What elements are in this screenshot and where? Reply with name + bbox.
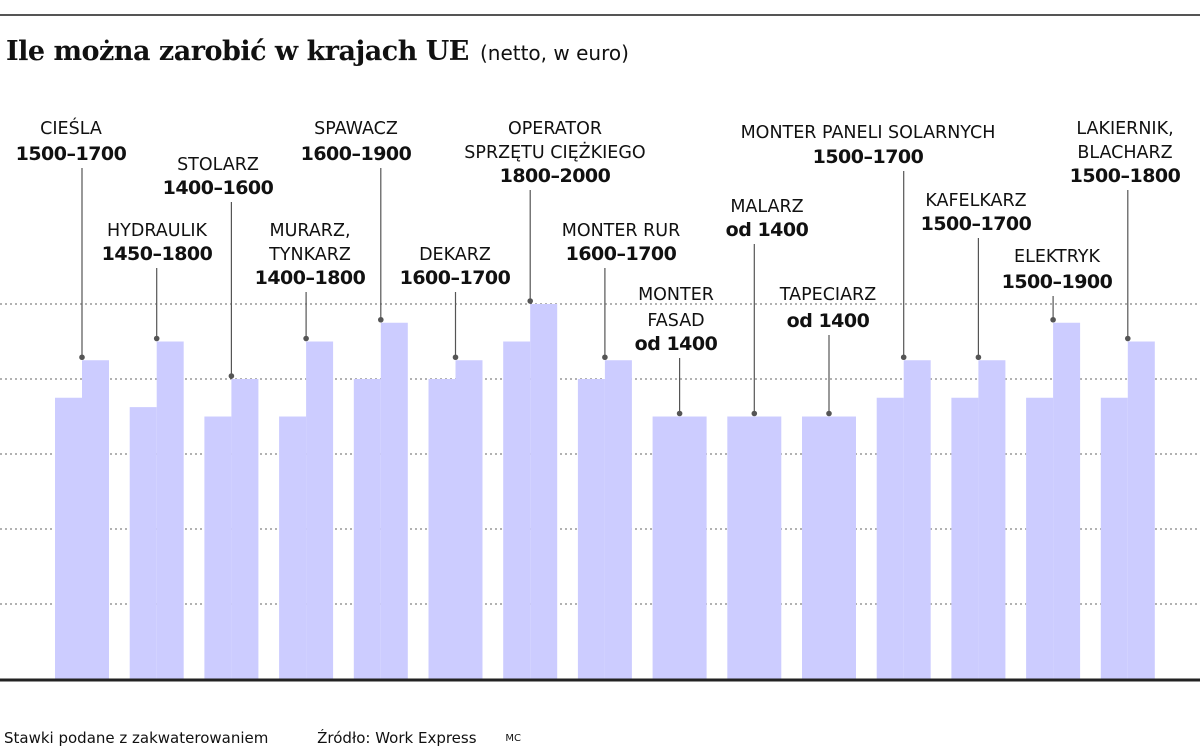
leader-dot — [378, 316, 384, 323]
bar-max — [1127, 341, 1155, 679]
category-label: STOLARZ — [177, 155, 259, 175]
leader-dot — [975, 354, 982, 361]
footer-note: Stawki podane z zakwaterowaniem — [4, 729, 269, 747]
bar-min — [1100, 397, 1128, 679]
leader-dot — [676, 410, 683, 417]
leader-dot — [826, 410, 832, 417]
leader-dot — [900, 354, 907, 361]
bar-min — [802, 416, 856, 679]
category-label: FASAD — [647, 311, 704, 331]
value-label: 1600–1700 — [400, 267, 511, 289]
category-label: MURARZ, — [269, 221, 350, 241]
value-label: od 1400 — [726, 219, 809, 241]
value-label: od 1400 — [787, 310, 870, 332]
value-label: od 1400 — [635, 333, 718, 355]
bar-min — [727, 416, 782, 679]
bar-min — [876, 397, 904, 679]
bar-min — [503, 341, 531, 679]
category-label: TAPECIARZ — [779, 285, 876, 305]
bar-min — [204, 416, 232, 679]
chart-title: Ile można zarobić w krajach UE — [6, 36, 469, 67]
footer-source: Źródło: Work Express — [317, 729, 477, 747]
category-label: MONTER RUR — [562, 221, 681, 241]
bar-min — [577, 379, 605, 679]
bar-min — [279, 416, 307, 679]
bar-max — [156, 341, 184, 679]
bar-min — [55, 397, 82, 679]
value-label: 1500–1700 — [921, 213, 1032, 235]
leader-dot — [452, 354, 459, 361]
value-label: 1400–1800 — [255, 267, 366, 289]
leader-dot — [1050, 316, 1056, 323]
footer-credit: MC — [505, 733, 521, 744]
leader-dot — [527, 298, 533, 304]
category-label: KAFELKARZ — [925, 191, 1026, 211]
bar-min — [129, 407, 157, 679]
value-label: 1800–2000 — [500, 165, 611, 187]
leader-dot — [751, 410, 758, 417]
bar-max — [306, 341, 334, 679]
bar-max — [380, 322, 408, 679]
bar-max — [455, 360, 483, 679]
bar-max — [978, 360, 1006, 679]
value-label: 1600–1900 — [301, 143, 412, 165]
category-label: ELEKTRYK — [1014, 247, 1100, 267]
category-label: MONTER PANELI SOLARNYCH — [741, 123, 996, 143]
bar-max — [82, 360, 109, 679]
bar-max — [903, 360, 931, 679]
category-label: SPAWACZ — [314, 119, 398, 139]
bar-max — [530, 304, 558, 679]
category-label: TYNKARZ — [268, 245, 351, 265]
leader-dot — [228, 373, 235, 379]
category-label: MONTER — [638, 285, 714, 305]
category-label: HYDRAULIK — [107, 221, 207, 241]
title-row: Ile można zarobić w krajach UE (netto, w… — [6, 36, 629, 67]
bar-min — [353, 379, 381, 679]
value-label: 1500–1900 — [1002, 271, 1113, 293]
category-label: DEKARZ — [419, 245, 491, 265]
value-label: 1500–1700 — [813, 146, 924, 168]
leader-dot — [79, 354, 85, 361]
category-label: SPRZĘTU CIĘŻKIEGO — [464, 142, 645, 163]
bar-min — [1026, 397, 1054, 679]
category-label: OPERATOR — [508, 119, 602, 139]
bar-min — [652, 416, 707, 679]
category-label: MALARZ — [730, 197, 803, 217]
category-label: CIEŚLA — [40, 117, 102, 139]
category-label: LAKIERNIK, — [1076, 119, 1173, 139]
leader-dot — [1125, 335, 1131, 342]
bar-min — [428, 379, 456, 679]
footer: Stawki podane z zakwaterowaniem Źródło: … — [4, 729, 521, 747]
leader-dot — [602, 354, 608, 361]
bar-max — [231, 379, 259, 679]
leader-dot — [153, 335, 160, 342]
value-label: 1500–1800 — [1070, 165, 1181, 187]
value-label: 1600–1700 — [566, 243, 677, 265]
chart-subtitle: (netto, w euro) — [479, 41, 629, 65]
bar-max — [1053, 322, 1081, 679]
bar-min — [951, 397, 979, 679]
category-label: BLACHARZ — [1077, 143, 1172, 163]
value-label: 1500–1700 — [16, 143, 127, 165]
value-label: 1400–1600 — [163, 177, 274, 199]
bar-max — [604, 360, 632, 679]
value-label: 1450–1800 — [102, 243, 213, 265]
leader-dot — [303, 335, 309, 342]
top-rule — [0, 14, 1200, 16]
